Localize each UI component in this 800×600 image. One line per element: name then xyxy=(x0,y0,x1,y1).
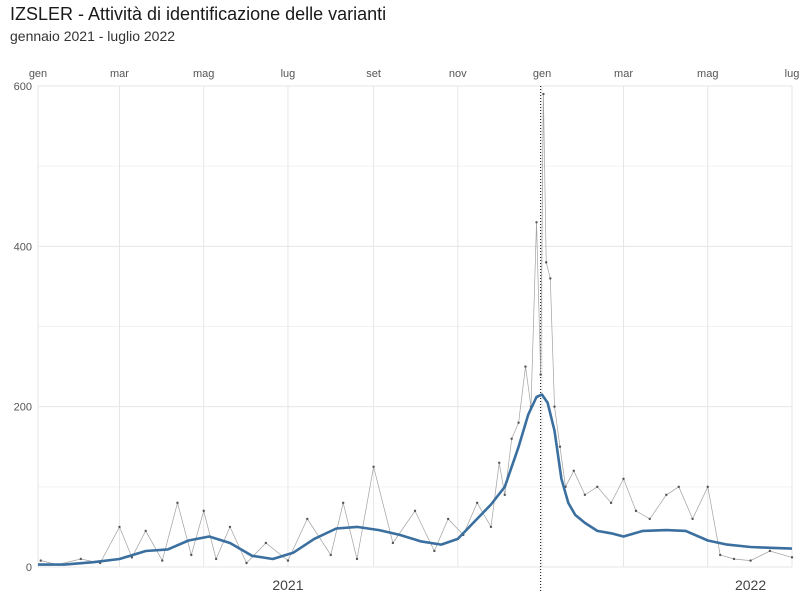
daily-point xyxy=(79,557,83,561)
x-tick-label: nov xyxy=(449,68,467,80)
daily-point xyxy=(475,501,479,505)
daily-point xyxy=(118,525,121,529)
chart-title: IZSLER - Attività di identificazione del… xyxy=(10,4,387,24)
daily-point xyxy=(732,557,736,561)
daily-point xyxy=(542,92,545,96)
daily-point xyxy=(558,445,562,448)
x-tick-label: lug xyxy=(785,68,800,80)
daily-point xyxy=(544,261,548,264)
daily-point xyxy=(413,509,417,513)
daily-point xyxy=(648,517,651,521)
daily-point xyxy=(144,529,147,533)
daily-point xyxy=(433,549,436,553)
daily-point xyxy=(622,477,625,481)
year-label: 2022 xyxy=(735,577,766,593)
daily-point xyxy=(306,517,309,521)
x-tick-label: lug xyxy=(281,68,296,80)
daily-point xyxy=(391,541,395,545)
daily-point xyxy=(718,553,722,557)
year-label: 2021 xyxy=(272,577,303,593)
daily-point xyxy=(341,501,345,505)
daily-point xyxy=(691,517,694,521)
x-tick-label: mag xyxy=(697,68,718,80)
daily-point xyxy=(677,485,680,489)
x-tick-label: gen xyxy=(29,68,47,80)
daily-point xyxy=(286,559,290,562)
daily-point xyxy=(549,277,552,280)
daily-point xyxy=(749,559,752,562)
x-tick-label: mar xyxy=(614,68,633,80)
daily-point xyxy=(264,541,268,545)
x-tick-label: gen xyxy=(533,68,551,80)
daily-point xyxy=(202,509,205,513)
chart-subtitle: gennaio 2021 - luglio 2022 xyxy=(10,28,176,44)
smoothed-series-line xyxy=(38,393,793,566)
daily-point xyxy=(245,561,248,565)
daily-point xyxy=(583,493,587,497)
daily-point xyxy=(524,365,527,368)
daily-point xyxy=(190,553,193,557)
daily-point xyxy=(539,373,542,376)
daily-point xyxy=(553,405,556,408)
daily-point xyxy=(355,557,359,561)
x-tick-label: mar xyxy=(110,68,129,80)
x-tick-label: set xyxy=(366,68,381,80)
y-tick-label: 600 xyxy=(14,81,32,93)
daily-point xyxy=(510,437,513,440)
daily-point xyxy=(790,556,794,559)
daily-point xyxy=(372,465,375,468)
daily-point xyxy=(535,221,538,224)
daily-point xyxy=(768,549,772,553)
daily-point xyxy=(329,553,332,557)
daily-point xyxy=(214,557,218,561)
daily-point xyxy=(503,493,506,497)
daily-point xyxy=(596,485,599,489)
x-tick-label: mag xyxy=(193,68,214,80)
daily-point xyxy=(609,501,613,505)
y-tick-label: 400 xyxy=(14,241,32,253)
daily-point xyxy=(161,559,164,562)
daily-point xyxy=(446,517,450,521)
daily-series-line xyxy=(40,93,793,565)
daily-point xyxy=(228,525,232,529)
daily-point xyxy=(176,501,179,505)
daily-point xyxy=(634,509,638,513)
daily-point xyxy=(517,421,520,424)
y-tick-label: 200 xyxy=(14,402,32,414)
daily-point xyxy=(489,525,493,529)
daily-point xyxy=(130,556,134,559)
y-tick-label: 0 xyxy=(26,562,32,574)
daily-point xyxy=(39,559,42,562)
daily-point xyxy=(706,485,709,489)
daily-point xyxy=(572,469,576,472)
daily-point xyxy=(498,461,501,464)
daily-point xyxy=(665,493,668,497)
